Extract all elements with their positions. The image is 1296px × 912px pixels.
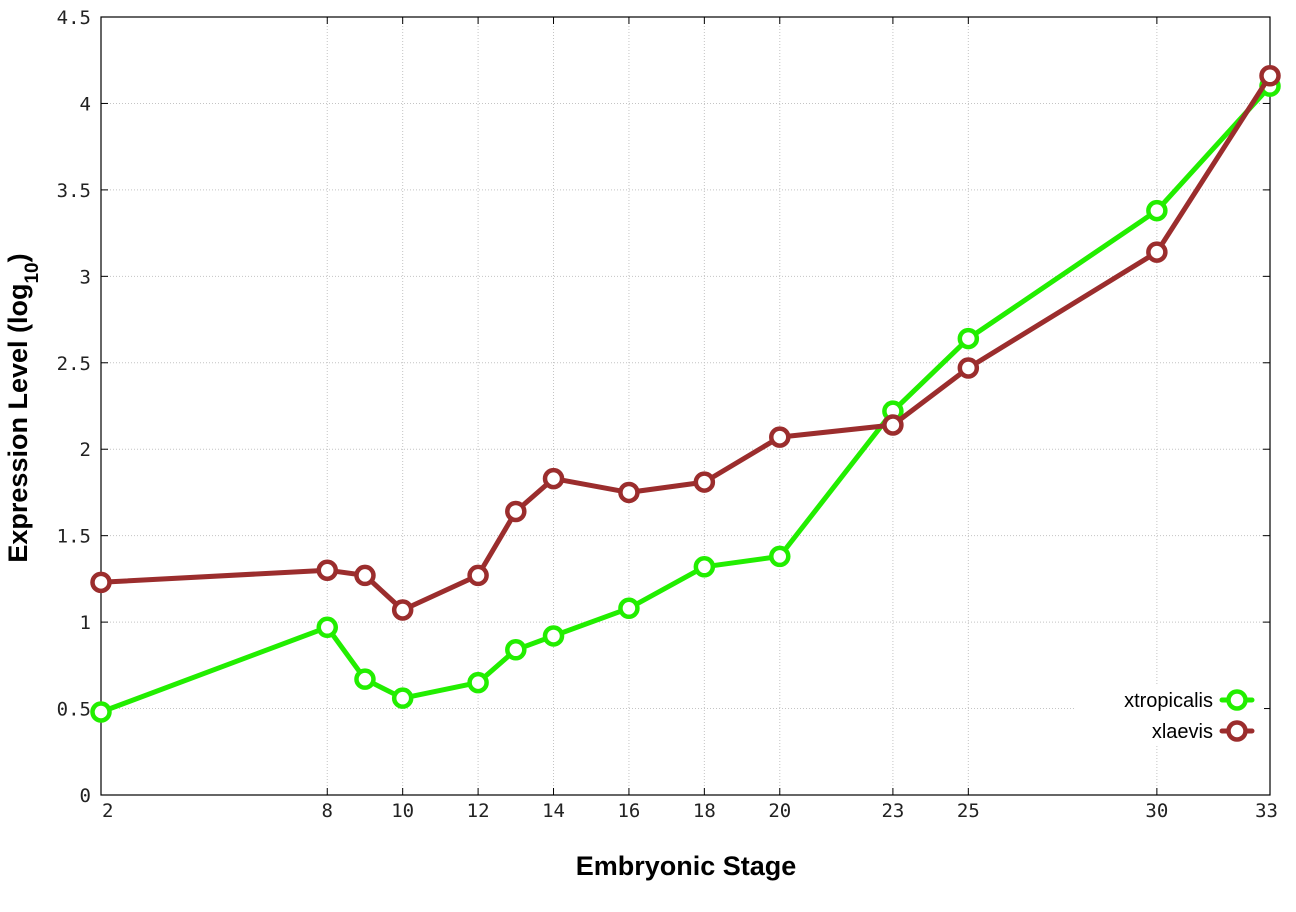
y-tick-label: 4.5 bbox=[57, 7, 91, 29]
data-point-xlaevis bbox=[316, 559, 339, 581]
y-tick-label: 2 bbox=[80, 439, 91, 461]
y-tick-label: 1 bbox=[80, 612, 91, 634]
data-point-xlaevis bbox=[769, 426, 791, 448]
y-tick-label: 1.5 bbox=[57, 526, 91, 548]
x-tick-label: 8 bbox=[322, 800, 333, 822]
data-point-xtropicalis bbox=[467, 671, 489, 694]
series-line-xtropicalis bbox=[98, 83, 1273, 715]
data-point-xtropicalis bbox=[542, 625, 565, 647]
plot-border bbox=[100, 16, 1271, 796]
data-point-xtropicalis bbox=[693, 556, 716, 578]
data-point-xtropicalis bbox=[354, 668, 376, 690]
data-point-xtropicalis bbox=[957, 327, 980, 350]
data-point-xlaevis bbox=[505, 500, 527, 523]
x-tick-label: 14 bbox=[542, 800, 565, 822]
y-tick-label: 2.5 bbox=[57, 353, 91, 375]
data-point-xlaevis bbox=[693, 471, 716, 493]
y-tick-label: 0 bbox=[80, 785, 91, 807]
y-axis-title-suffix: ) bbox=[3, 253, 33, 262]
data-point-xtropicalis bbox=[391, 687, 414, 709]
y-tick-label: 4 bbox=[80, 93, 91, 115]
y-axis-title-main: Expression Level (log bbox=[3, 284, 33, 563]
data-point-xlaevis bbox=[354, 564, 376, 587]
x-tick-label: 23 bbox=[881, 800, 904, 822]
legend-marker-xtropicalis bbox=[1226, 689, 1248, 711]
x-tick-label: 2 bbox=[102, 800, 113, 822]
data-point-xlaevis bbox=[957, 357, 980, 379]
x-tick-label: 20 bbox=[768, 800, 791, 822]
series-line-xlaevis bbox=[98, 73, 1273, 613]
axes: 0 0.5 1 1.5 2 2.5 3 3.5 4 4.5 2 8 10 12 14 16 18 20 23 25 30… bbox=[57, 7, 1278, 822]
data-point-xtropicalis bbox=[769, 545, 791, 568]
x-tick-label: 30 bbox=[1145, 800, 1168, 822]
x-tick-label: 16 bbox=[617, 800, 640, 822]
data-point-xlaevis bbox=[467, 564, 489, 587]
series-group bbox=[90, 65, 1281, 723]
x-tick-label: 10 bbox=[391, 800, 414, 822]
legend-marker-xlaevis bbox=[1226, 720, 1248, 742]
data-point-xlaevis bbox=[90, 571, 112, 594]
x-tick-label: 12 bbox=[467, 800, 490, 822]
data-point-xtropicalis bbox=[618, 597, 640, 620]
legend-label-xlaevis: xlaevis bbox=[1152, 721, 1213, 743]
y-axis-title-subscript: 10 bbox=[22, 262, 43, 283]
y-tick-label: 3.5 bbox=[57, 180, 91, 202]
legend: xtropicalis xlaevis bbox=[1074, 685, 1264, 746]
data-point-xlaevis bbox=[391, 599, 414, 621]
data-point-xlaevis bbox=[542, 467, 565, 490]
data-point-xlaevis bbox=[1146, 241, 1168, 263]
y-tick-label: 3 bbox=[80, 266, 91, 288]
x-tick-label: 25 bbox=[957, 800, 980, 822]
y-tick-label: 0.5 bbox=[57, 699, 91, 721]
data-point-xtropicalis bbox=[505, 639, 527, 661]
data-point-xtropicalis bbox=[90, 701, 112, 723]
legend-label-xtropicalis: xtropicalis bbox=[1124, 690, 1213, 712]
data-point-xtropicalis bbox=[1146, 199, 1168, 222]
data-point-xtropicalis bbox=[316, 616, 339, 639]
data-point-xlaevis bbox=[1259, 65, 1281, 87]
x-axis-title: Embryonic Stage bbox=[576, 851, 797, 881]
data-point-xlaevis bbox=[882, 414, 904, 436]
y-axis-title: Expression Level (log10) bbox=[3, 253, 43, 562]
data-point-xlaevis bbox=[618, 481, 640, 504]
grid bbox=[101, 17, 1270, 795]
x-tick-label: 33 bbox=[1255, 800, 1278, 822]
x-tick-label: 18 bbox=[693, 800, 716, 822]
